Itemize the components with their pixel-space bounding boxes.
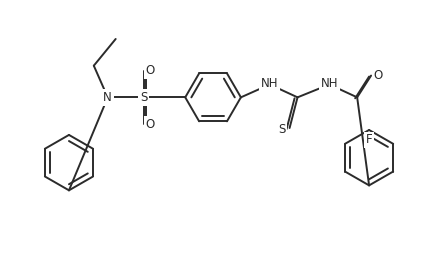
Text: NH: NH bbox=[261, 77, 278, 90]
Text: S: S bbox=[278, 123, 285, 136]
Text: N: N bbox=[103, 91, 112, 104]
Text: O: O bbox=[373, 69, 383, 82]
Text: F: F bbox=[366, 133, 372, 146]
Text: NH: NH bbox=[320, 77, 338, 90]
Text: O: O bbox=[146, 64, 155, 77]
Text: O: O bbox=[146, 117, 155, 131]
Text: S: S bbox=[140, 91, 147, 104]
